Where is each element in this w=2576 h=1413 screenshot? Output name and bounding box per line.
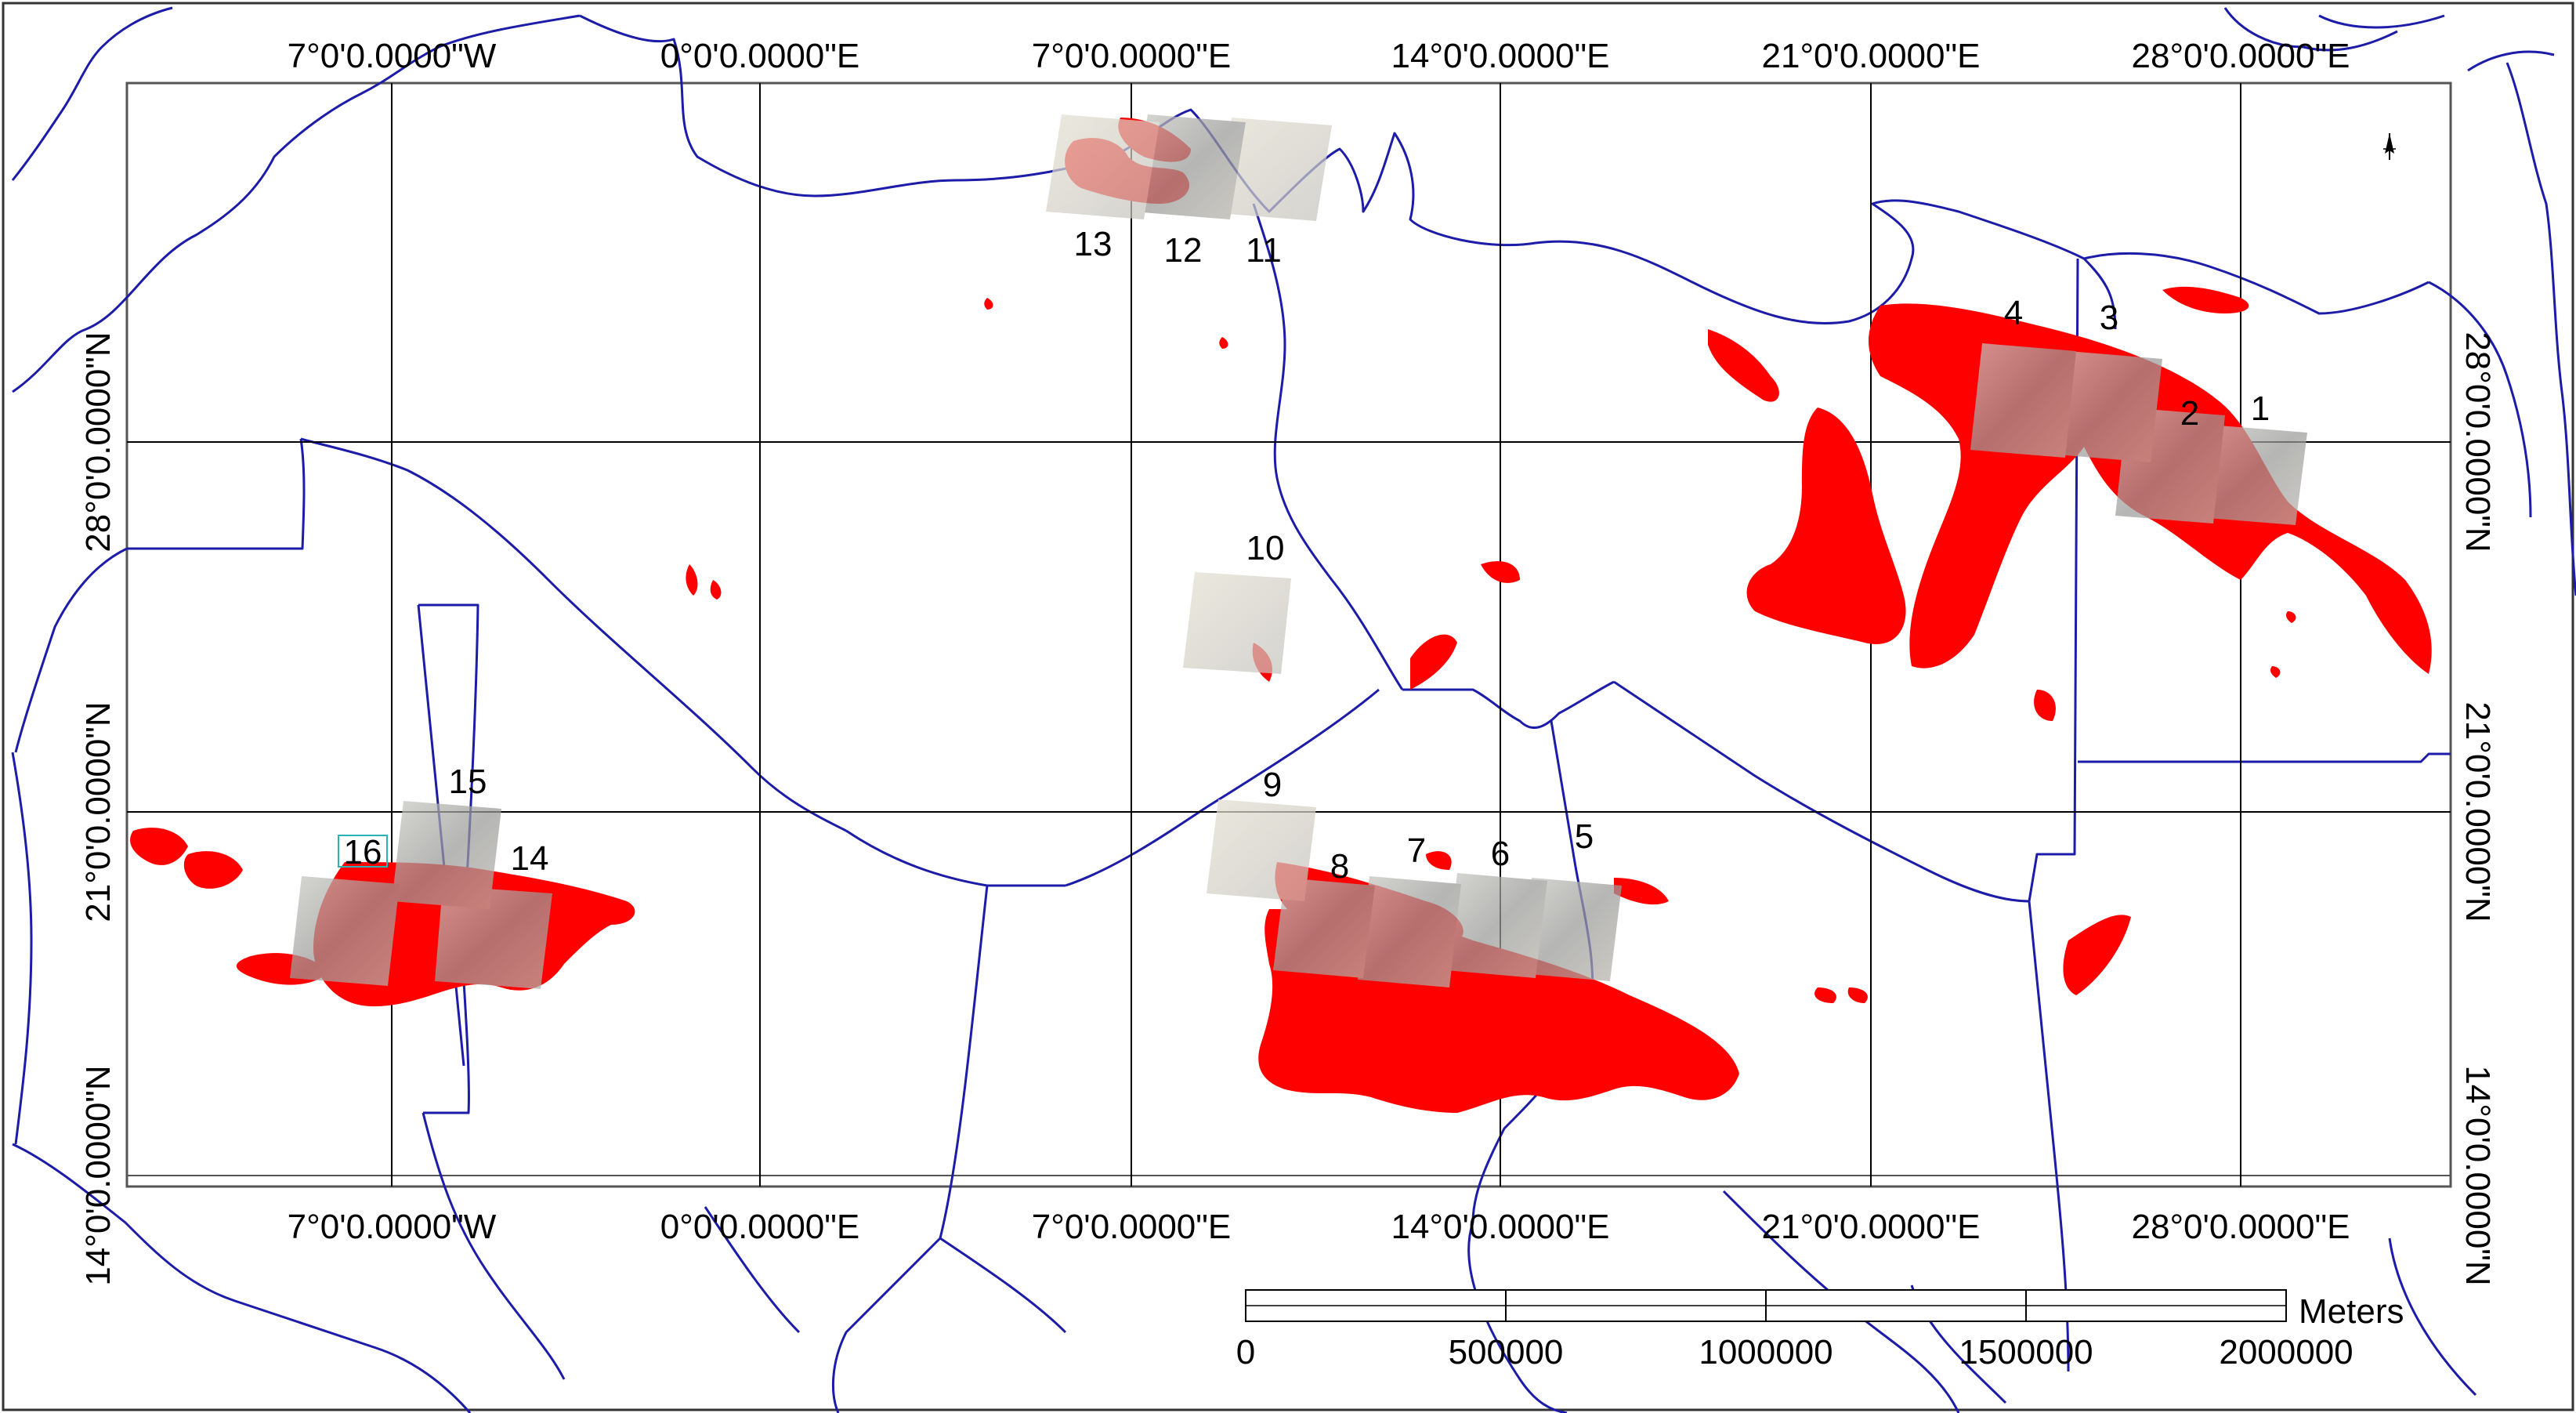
scene-label: 13 <box>1074 225 1113 263</box>
lon-label-bottom: 7°0'0.0000"E <box>1032 1208 1231 1246</box>
lon-labels-top: 7°0'0.0000"W 0°0'0.0000"E 7°0'0.0000"E 1… <box>288 37 2350 75</box>
scene-label: 5 <box>1575 817 1594 856</box>
lon-label-top: 21°0'0.0000"E <box>1762 37 1981 75</box>
scale-tick-label: 1000000 <box>1699 1333 1833 1371</box>
country-boundaries <box>11 6 2576 1413</box>
lat-label-left: 14°0'0.0000"N <box>79 1065 118 1285</box>
lat-label-right: 14°0'0.0000"N <box>2458 1065 2497 1285</box>
scene-label: 4 <box>2004 294 2023 332</box>
scene-label: 9 <box>1263 766 1282 804</box>
scene-label: 8 <box>1330 847 1349 886</box>
scale-tick-label: 1500000 <box>1959 1333 2093 1371</box>
scene-label: 3 <box>2100 299 2118 337</box>
scene-label: 6 <box>1491 835 1510 873</box>
scene-label: 14 <box>511 839 549 878</box>
scene-label-highlighted: 16 <box>344 833 382 871</box>
scene-label: 7 <box>1407 831 1426 870</box>
scale-tick-label: 2000000 <box>2219 1333 2353 1371</box>
lon-label-bottom: 0°0'0.0000"E <box>660 1208 859 1246</box>
lon-label-top: 0°0'0.0000"E <box>660 37 859 75</box>
north-arrow-icon <box>2383 133 2396 160</box>
lat-labels-left: 28°0'0.0000"N 21°0'0.0000"N 14°0'0.0000"… <box>79 332 118 1285</box>
lat-label-right: 28°0'0.0000"N <box>2458 332 2497 552</box>
lon-label-top: 7°0'0.0000"W <box>288 37 497 75</box>
scene-label: 11 <box>1246 231 1282 270</box>
lon-labels-bottom: 7°0'0.0000"W 0°0'0.0000"E 7°0'0.0000"E 1… <box>288 1208 2350 1246</box>
scale-tick-label: 0 <box>1236 1333 1255 1371</box>
scale-tick-label: 500000 <box>1449 1333 1564 1371</box>
scene-labels: 1 2 3 4 5 6 7 8 9 10 11 12 13 14 15 16 <box>338 225 2270 886</box>
scene-label: 15 <box>449 763 487 801</box>
lon-label-bottom: 14°0'0.0000"E <box>1391 1208 1610 1246</box>
lat-labels-right: 28°0'0.0000"N 21°0'0.0000"N 14°0'0.0000"… <box>2458 332 2497 1285</box>
lon-label-bottom: 28°0'0.0000"E <box>2132 1208 2350 1246</box>
lon-label-bottom: 21°0'0.0000"E <box>1762 1208 1981 1246</box>
scene-footprints <box>290 114 2307 989</box>
scale-bar: 0 500000 1000000 1500000 2000000 Meters <box>1236 1289 2404 1371</box>
lon-label-top: 7°0'0.0000"E <box>1032 37 1231 75</box>
map-data-frame <box>125 82 2452 1188</box>
highlighted-scene-box <box>338 835 388 868</box>
scale-unit-label: Meters <box>2299 1292 2404 1331</box>
lat-label-left: 28°0'0.0000"N <box>79 332 118 552</box>
scene-label: 12 <box>1164 231 1203 270</box>
scene-label: 10 <box>1246 529 1285 567</box>
lat-label-left: 21°0'0.0000"N <box>79 701 118 922</box>
lat-label-right: 21°0'0.0000"N <box>2458 701 2497 922</box>
scene-label: 1 <box>2251 389 2270 428</box>
lon-label-top: 14°0'0.0000"E <box>1391 37 1610 75</box>
lon-label-top: 28°0'0.0000"E <box>2132 37 2350 75</box>
lon-label-bottom: 7°0'0.0000"W <box>288 1208 497 1246</box>
scene-label: 2 <box>2180 394 2199 433</box>
